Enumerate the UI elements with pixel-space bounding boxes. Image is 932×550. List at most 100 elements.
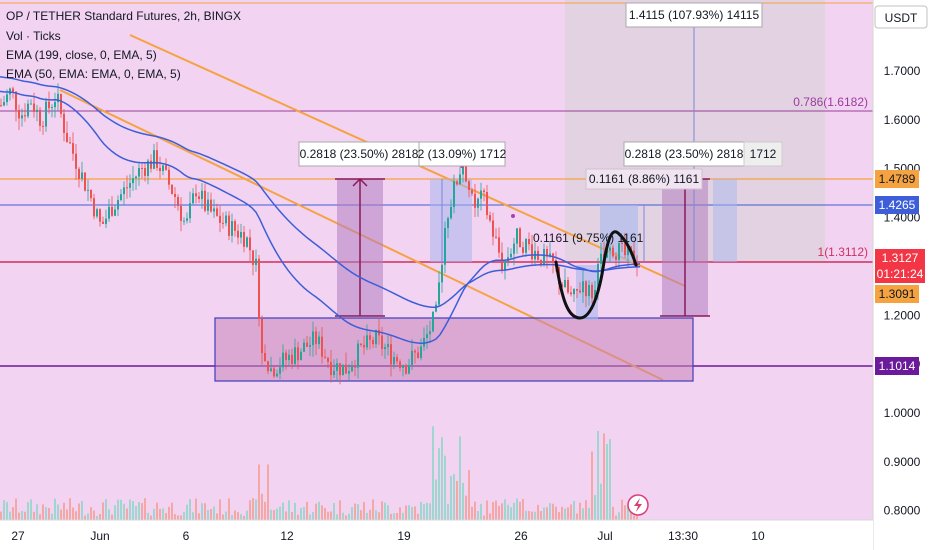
candle-body bbox=[153, 150, 155, 169]
candle-body bbox=[522, 247, 524, 253]
candle-body bbox=[237, 230, 239, 238]
y-tick-label: 0.9000 bbox=[884, 455, 921, 469]
candle-body bbox=[405, 365, 407, 374]
candle-body bbox=[408, 365, 410, 374]
volume-bar bbox=[537, 504, 539, 520]
candle-body bbox=[426, 334, 428, 338]
volume-bar bbox=[360, 510, 362, 520]
price-label-1-1014: 1.1014 bbox=[875, 357, 919, 375]
volume-bar bbox=[12, 507, 14, 520]
volume-bar bbox=[474, 501, 476, 520]
volume-bar bbox=[33, 511, 35, 520]
volume-bar bbox=[168, 506, 170, 520]
volume-bar bbox=[237, 512, 239, 520]
volume-bar bbox=[633, 515, 635, 520]
candle-body bbox=[594, 289, 596, 299]
range-right bbox=[660, 177, 710, 317]
volume-bar bbox=[516, 498, 518, 520]
candle-body bbox=[363, 345, 365, 348]
candle-body bbox=[105, 218, 107, 224]
volume-bar bbox=[477, 511, 479, 520]
volume-bar bbox=[441, 437, 443, 520]
candle-body bbox=[159, 167, 161, 172]
time-axis[interactable] bbox=[0, 520, 873, 550]
volume-bar bbox=[135, 506, 137, 520]
candle-body bbox=[462, 162, 464, 175]
y-tick-label: 0.8000 bbox=[884, 504, 921, 518]
volume-bar bbox=[354, 503, 356, 520]
volume-bar bbox=[291, 511, 293, 520]
candle-body bbox=[402, 365, 404, 368]
candle-body bbox=[183, 220, 185, 222]
volume-bar bbox=[81, 501, 83, 520]
candle-body bbox=[318, 336, 320, 345]
volume-bar bbox=[423, 504, 425, 520]
volume-bar bbox=[417, 513, 419, 520]
candle-body bbox=[627, 246, 629, 256]
volume-bar bbox=[504, 499, 506, 520]
volume-bar bbox=[93, 510, 95, 520]
volume-bar bbox=[555, 506, 557, 520]
volume-bar bbox=[585, 500, 587, 520]
volume-bar bbox=[30, 499, 32, 520]
volume-bar bbox=[339, 500, 341, 520]
volume-bar bbox=[558, 511, 560, 520]
volume-bar bbox=[603, 433, 605, 520]
annotation-a1: 1.4115 (107.93%) 14115 bbox=[625, 2, 763, 28]
volume-bar bbox=[471, 506, 473, 520]
volume-bar bbox=[426, 503, 428, 520]
candle-body bbox=[477, 198, 479, 208]
candle-body bbox=[171, 184, 173, 194]
volume-bar bbox=[180, 515, 182, 520]
ema-199-line bbox=[0, 76, 641, 308]
candle-body bbox=[327, 357, 329, 362]
candle-body bbox=[543, 248, 545, 265]
candle-body bbox=[126, 187, 128, 189]
volume-bar bbox=[24, 511, 26, 520]
volume-bar bbox=[111, 514, 113, 520]
candle-body bbox=[498, 237, 500, 253]
candle-body bbox=[432, 311, 434, 332]
candle-body bbox=[129, 183, 131, 188]
candle-body bbox=[480, 190, 482, 199]
volume-bar bbox=[621, 499, 623, 520]
candle-body bbox=[24, 115, 26, 117]
svg-text:01:21:24: 01:21:24 bbox=[877, 267, 924, 281]
volume-bar bbox=[300, 507, 302, 520]
volume-bar bbox=[525, 510, 527, 520]
candle-body bbox=[219, 215, 221, 223]
candle-body bbox=[420, 346, 422, 358]
candles bbox=[0, 83, 638, 385]
volume-bar bbox=[69, 498, 71, 520]
x-tick-label: 13:30 bbox=[668, 529, 698, 543]
volume-bar bbox=[363, 502, 365, 520]
volume-bar bbox=[336, 514, 338, 520]
svg-text:0.1161 (8.86%) 1161: 0.1161 (8.86%) 1161 bbox=[589, 172, 700, 186]
svg-text:0.2818 (23.50%) 2818: 0.2818 (23.50%) 2818 bbox=[300, 147, 419, 161]
candle-body bbox=[189, 203, 191, 219]
candle-body bbox=[345, 364, 347, 374]
candle-body bbox=[225, 215, 227, 224]
candle-body bbox=[591, 284, 593, 299]
volume-bar bbox=[273, 510, 275, 520]
svg-text:0.2818 (23.50%) 2818: 0.2818 (23.50%) 2818 bbox=[625, 147, 744, 161]
volume-bar bbox=[183, 511, 185, 520]
volume-bar bbox=[369, 509, 371, 520]
candle-body bbox=[144, 168, 146, 176]
candle-body bbox=[372, 339, 374, 345]
candle-body bbox=[606, 250, 608, 258]
candle-body bbox=[540, 259, 542, 265]
volume-bar bbox=[408, 505, 410, 520]
candle-body bbox=[411, 350, 413, 366]
candle-body bbox=[135, 176, 137, 179]
volume-bar bbox=[54, 498, 56, 520]
volume-bar bbox=[624, 505, 626, 520]
lightning-icon[interactable] bbox=[627, 494, 649, 516]
usdt-badge[interactable]: USDT bbox=[874, 5, 928, 29]
svg-text:1712: 1712 bbox=[750, 147, 777, 161]
candle-body bbox=[258, 258, 260, 319]
candle-body bbox=[513, 243, 515, 254]
volume-bar bbox=[243, 515, 245, 520]
